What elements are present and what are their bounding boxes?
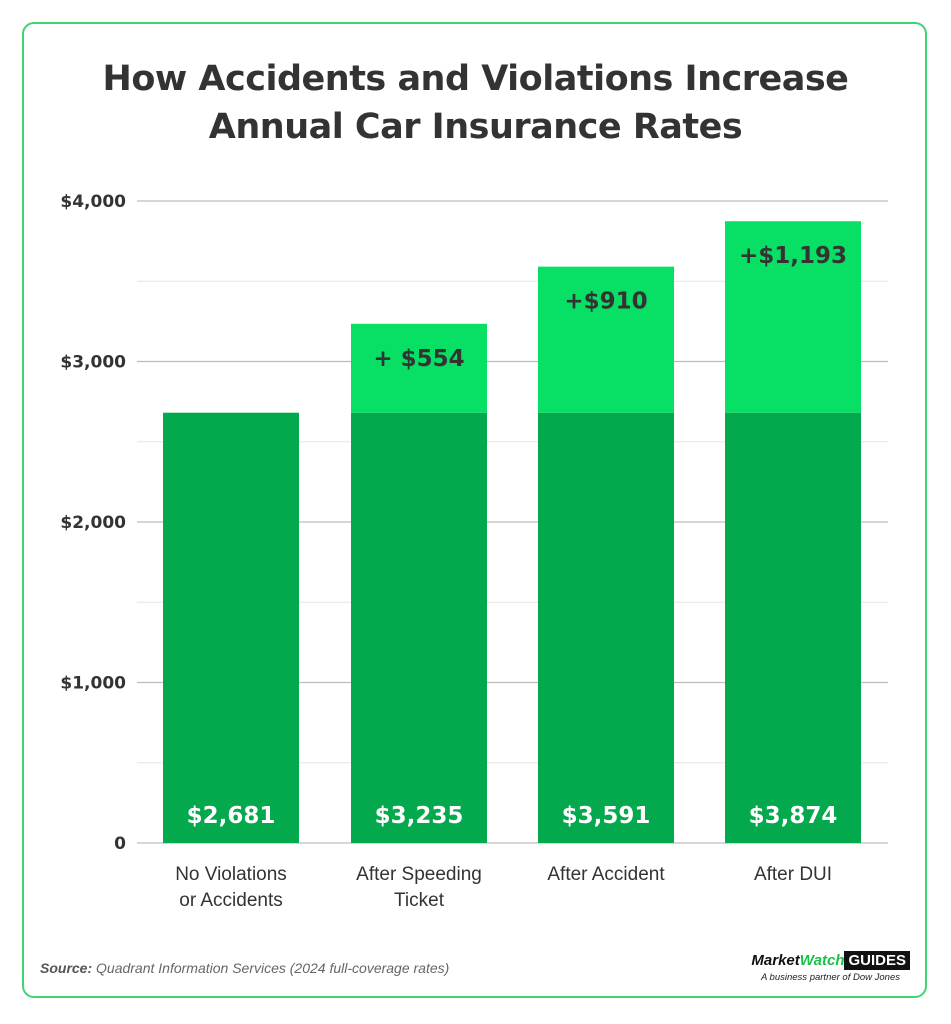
total-label: $3,874 bbox=[749, 803, 838, 829]
bar-increase bbox=[725, 221, 861, 413]
y-tick-label: $4,000 bbox=[60, 192, 126, 212]
increase-label: + $554 bbox=[373, 346, 464, 372]
bar-increase bbox=[538, 266, 674, 413]
source-label: Source: bbox=[40, 960, 93, 976]
x-tick-label: Ticket bbox=[394, 890, 445, 911]
bar-base bbox=[538, 412, 674, 843]
y-tick-label: $3,000 bbox=[60, 353, 126, 373]
x-tick-label: No Violations bbox=[175, 864, 287, 885]
source-note: Source: Quadrant Information Services (2… bbox=[40, 960, 449, 976]
total-label: $3,235 bbox=[375, 803, 464, 829]
title-line-2: Annual Car Insurance Rates bbox=[208, 107, 743, 147]
bar-base bbox=[725, 412, 861, 843]
logo-market: Market bbox=[751, 952, 800, 969]
logo-tagline: A business partner of Dow Jones bbox=[760, 972, 900, 983]
title-line-1: How Accidents and Violations Increase bbox=[102, 59, 849, 99]
x-tick-label: or Accidents bbox=[179, 890, 283, 911]
total-label: $3,591 bbox=[562, 803, 651, 829]
x-tick-label: After Accident bbox=[547, 864, 665, 885]
source-text: Quadrant Information Services (2024 full… bbox=[96, 960, 450, 976]
x-tick-label: After Speeding bbox=[356, 864, 482, 885]
bar-increase bbox=[351, 323, 487, 413]
y-tick-label: $2,000 bbox=[60, 513, 126, 533]
marketwatch-guides-logo: Market Watch GUIDES A business partner of … bbox=[735, 951, 910, 983]
increase-label: +$1,193 bbox=[739, 243, 847, 269]
x-tick-label: After DUI bbox=[754, 864, 832, 885]
y-tick-label: $1,000 bbox=[60, 674, 126, 694]
y-tick-label: 0 bbox=[114, 834, 126, 854]
bar-base bbox=[163, 412, 299, 843]
logo-guides: GUIDES bbox=[844, 951, 910, 970]
bar-base bbox=[351, 412, 487, 843]
chart-title: How Accidents and Violations Increase An… bbox=[0, 55, 951, 151]
total-label: $2,681 bbox=[187, 803, 276, 829]
increase-label: +$910 bbox=[564, 289, 647, 315]
logo-watch: Watch bbox=[799, 952, 845, 969]
chart-card bbox=[22, 22, 927, 998]
